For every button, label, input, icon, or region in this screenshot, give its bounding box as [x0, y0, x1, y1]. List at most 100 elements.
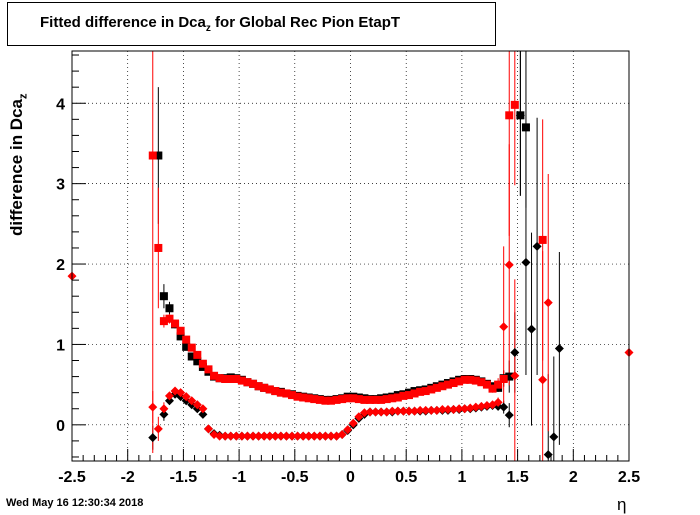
data-point-diamond	[242, 431, 252, 441]
data-point-diamond	[398, 406, 408, 416]
data-point-diamond	[254, 431, 264, 441]
timestamp: Wed May 16 12:30:34 2018	[6, 497, 144, 509]
data-point-diamond	[527, 324, 537, 334]
data-point-square	[388, 394, 397, 403]
data-point-diamond	[437, 405, 447, 415]
data-point-diamond	[376, 407, 386, 417]
data-point-square	[148, 151, 157, 160]
data-point-square	[304, 394, 313, 403]
y-tick-label: 3	[56, 177, 65, 194]
data-point-diamond	[421, 405, 431, 415]
data-point-square	[210, 371, 219, 380]
data-point-square	[299, 393, 308, 402]
y-tick-label: 0	[56, 418, 65, 435]
data-point-square	[182, 335, 191, 344]
data-point-diamond	[287, 431, 297, 441]
data-point-square	[154, 243, 163, 252]
data-point-square	[293, 392, 302, 401]
data-point-diamond	[471, 402, 481, 412]
data-point-square	[399, 391, 408, 400]
data-point-diamond	[359, 408, 369, 418]
data-point-diamond	[493, 397, 503, 407]
x-tick-label: 0.5	[395, 469, 417, 486]
data-point-square	[165, 304, 174, 313]
data-point-square	[365, 395, 374, 404]
data-point-square	[226, 375, 235, 383]
data-point-diamond	[504, 260, 514, 270]
data-point-diamond	[298, 431, 308, 441]
data-point-square	[215, 374, 224, 383]
data-point-square	[449, 379, 458, 388]
data-point-square	[421, 387, 430, 396]
data-point-diamond	[320, 431, 330, 441]
grid-lines	[72, 51, 629, 461]
data-point-square	[443, 380, 452, 389]
data-point-square	[499, 375, 508, 383]
data-point-square	[282, 389, 291, 398]
data-point-square	[198, 359, 207, 368]
data-point-square	[243, 378, 252, 387]
data-point-diamond	[432, 405, 442, 415]
data-point-diamond	[304, 431, 314, 441]
data-point-diamond	[198, 404, 208, 414]
data-point-diamond	[309, 431, 319, 441]
data-point-diamond	[315, 431, 325, 441]
data-point-diamond	[164, 396, 174, 406]
data-point-diamond	[510, 347, 520, 357]
data-point-square	[488, 384, 497, 393]
data-point-diamond	[382, 407, 392, 417]
data-point-square	[455, 377, 464, 386]
chart-title-box: Fitted difference in Dcaz for Global Rec…	[7, 2, 496, 46]
data-point-diamond	[404, 406, 414, 416]
data-point-square	[393, 393, 402, 402]
data-point-square	[466, 375, 475, 384]
data-point-square	[204, 365, 213, 374]
data-point-diamond	[203, 424, 213, 434]
data-point-square	[360, 395, 369, 404]
chart-title: Fitted difference in Dcaz for Global Rec…	[40, 14, 401, 34]
data-point-square	[265, 385, 274, 394]
data-point-square	[276, 388, 285, 397]
data-point-square	[505, 111, 514, 120]
data-point-square	[371, 395, 380, 404]
data-point-diamond	[499, 322, 509, 332]
data-point-diamond	[426, 405, 436, 415]
data-point-square	[176, 326, 185, 335]
data-point-square	[260, 383, 269, 392]
x-axis-label: η	[617, 495, 627, 514]
x-tick-label: -1	[232, 469, 246, 486]
data-point-square	[343, 394, 352, 403]
data-point-diamond	[549, 432, 559, 442]
data-point-square	[482, 380, 491, 389]
y-tick-label: 4	[56, 96, 65, 113]
data-point-diamond	[326, 431, 336, 441]
data-point-square	[159, 292, 168, 301]
data-point-diamond	[198, 409, 208, 419]
data-point-square	[332, 395, 341, 404]
data-point-diamond	[276, 431, 286, 441]
data-point-square	[193, 350, 202, 359]
data-point-diamond	[237, 431, 247, 441]
data-point-diamond	[220, 431, 230, 441]
data-point-diamond	[543, 298, 553, 308]
data-point-diamond	[265, 431, 275, 441]
data-point-square	[232, 375, 241, 383]
data-point-square	[349, 394, 358, 403]
data-point-diamond	[554, 343, 564, 353]
x-tick-label: -2	[121, 469, 135, 486]
data-point-square	[310, 395, 319, 404]
data-point-diamond	[348, 418, 358, 428]
y-tick-label: 2	[56, 257, 65, 274]
data-point-diamond	[482, 401, 492, 411]
data-point-diamond	[153, 424, 163, 434]
data-point-square	[182, 342, 191, 351]
data-point-diamond	[337, 429, 347, 439]
x-tick-label: -2.5	[58, 469, 86, 486]
data-point-square	[176, 332, 185, 341]
data-point-square	[410, 389, 419, 398]
data-point-square	[460, 375, 469, 384]
data-point-square	[416, 387, 425, 396]
data-point-diamond	[454, 404, 464, 414]
x-tick-label: -0.5	[281, 469, 309, 486]
data-point-diamond	[532, 241, 542, 251]
